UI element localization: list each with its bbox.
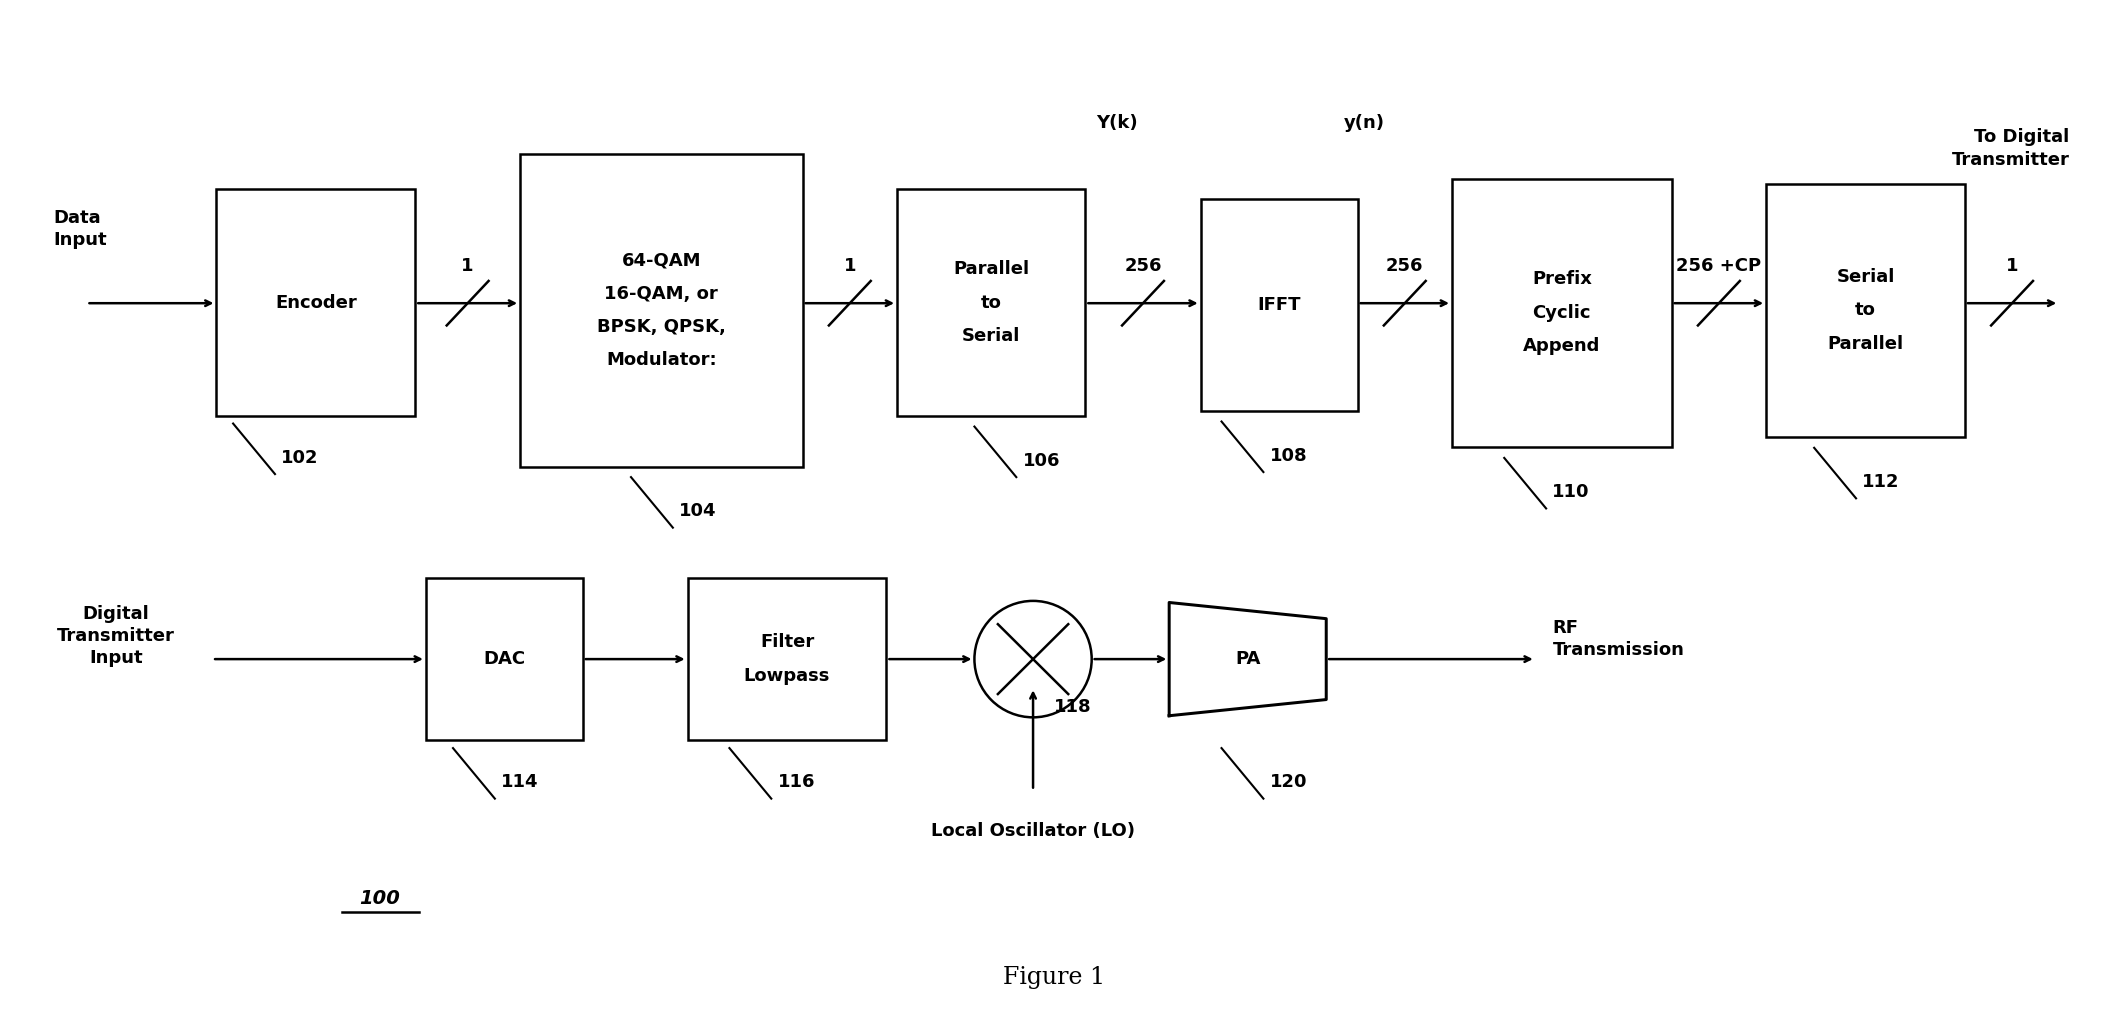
Text: DAC: DAC xyxy=(483,650,525,668)
FancyBboxPatch shape xyxy=(521,154,803,467)
Text: Serial: Serial xyxy=(961,327,1020,345)
Text: 104: 104 xyxy=(679,502,717,521)
Text: Prefix: Prefix xyxy=(1533,271,1592,288)
Text: 108: 108 xyxy=(1269,447,1307,464)
Text: Cyclic: Cyclic xyxy=(1533,303,1592,322)
FancyBboxPatch shape xyxy=(1452,178,1672,447)
Text: Y(k): Y(k) xyxy=(1096,114,1138,132)
Text: to: to xyxy=(980,294,1001,312)
Text: IFFT: IFFT xyxy=(1256,296,1301,315)
Text: Local Oscillator (LO): Local Oscillator (LO) xyxy=(932,822,1134,840)
Text: Parallel: Parallel xyxy=(1828,334,1904,353)
FancyBboxPatch shape xyxy=(896,189,1086,416)
FancyBboxPatch shape xyxy=(1767,183,1965,437)
Text: 106: 106 xyxy=(1022,452,1060,469)
Text: Filter: Filter xyxy=(759,633,814,652)
Text: 256: 256 xyxy=(1124,257,1162,275)
FancyBboxPatch shape xyxy=(426,578,582,740)
Text: 1: 1 xyxy=(843,257,856,275)
Text: Append: Append xyxy=(1524,337,1600,356)
Text: BPSK, QPSK,: BPSK, QPSK, xyxy=(597,318,725,336)
FancyBboxPatch shape xyxy=(1202,199,1358,411)
Text: Data
Input: Data Input xyxy=(53,209,108,249)
Text: 114: 114 xyxy=(502,774,540,791)
Text: Figure 1: Figure 1 xyxy=(1003,967,1105,989)
Text: RF
Transmission: RF Transmission xyxy=(1551,619,1684,659)
Polygon shape xyxy=(1170,603,1326,715)
Text: Modulator:: Modulator: xyxy=(605,352,717,369)
Text: 112: 112 xyxy=(1861,474,1899,491)
Text: 256: 256 xyxy=(1387,257,1423,275)
FancyBboxPatch shape xyxy=(217,189,415,416)
Text: to: to xyxy=(1855,301,1876,319)
Text: Encoder: Encoder xyxy=(274,294,356,312)
FancyBboxPatch shape xyxy=(687,578,887,740)
Text: Parallel: Parallel xyxy=(953,260,1029,279)
Text: 120: 120 xyxy=(1269,774,1307,791)
Text: PA: PA xyxy=(1235,650,1261,668)
Text: To Digital
Transmitter: To Digital Transmitter xyxy=(1952,128,2070,168)
Text: 102: 102 xyxy=(280,449,318,466)
Text: 256 +CP: 256 +CP xyxy=(1676,257,1762,275)
Text: 1: 1 xyxy=(462,257,474,275)
Text: y(n): y(n) xyxy=(1343,114,1385,132)
Text: 100: 100 xyxy=(358,890,401,908)
Text: 118: 118 xyxy=(1054,698,1092,715)
Text: Serial: Serial xyxy=(1836,268,1895,286)
Text: Digital
Transmitter
Input: Digital Transmitter Input xyxy=(57,605,175,667)
Text: 64-QAM: 64-QAM xyxy=(622,251,702,270)
Text: 116: 116 xyxy=(778,774,816,791)
Text: Lowpass: Lowpass xyxy=(744,667,831,685)
Text: 110: 110 xyxy=(1551,483,1589,501)
Text: 1: 1 xyxy=(2007,257,2017,275)
Text: 16-QAM, or: 16-QAM, or xyxy=(605,285,719,302)
